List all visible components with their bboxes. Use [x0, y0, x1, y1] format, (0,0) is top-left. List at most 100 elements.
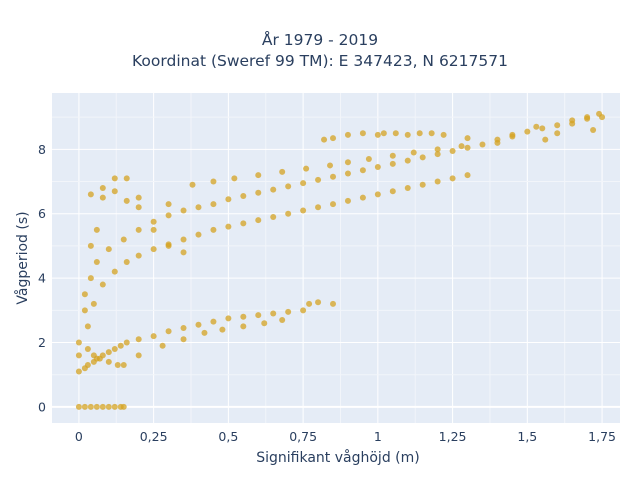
data-point — [389, 152, 396, 159]
data-point — [554, 122, 561, 129]
data-point — [419, 181, 426, 188]
data-point — [240, 220, 247, 227]
data-point — [285, 183, 292, 190]
data-point — [380, 130, 387, 137]
data-point — [330, 201, 337, 208]
data-point — [81, 307, 88, 314]
data-point — [410, 149, 417, 156]
data-point — [404, 184, 411, 191]
data-point — [449, 147, 456, 154]
data-point — [87, 242, 94, 249]
data-point — [539, 125, 546, 132]
data-point — [321, 136, 328, 143]
data-point — [99, 184, 106, 191]
data-point — [75, 403, 82, 410]
data-point — [189, 181, 196, 188]
data-point — [279, 168, 286, 175]
y-tick-labels: 0 2 4 6 8 — [38, 142, 46, 415]
data-point — [344, 159, 351, 166]
data-point — [554, 130, 561, 137]
data-point — [99, 194, 106, 201]
data-point — [150, 218, 157, 225]
y-axis-title: Vågperiod (s) — [14, 211, 31, 304]
x-tick-label: 0 — [75, 429, 83, 444]
data-point — [105, 246, 112, 253]
data-point — [105, 403, 112, 410]
data-point — [255, 172, 262, 179]
data-point — [590, 127, 597, 134]
data-point — [111, 268, 118, 275]
data-point — [135, 352, 142, 359]
data-point — [434, 151, 441, 158]
data-point — [120, 236, 127, 243]
y-tick-label: 8 — [38, 142, 46, 157]
data-point — [123, 259, 130, 266]
data-point — [240, 313, 247, 320]
gridlines — [52, 93, 620, 423]
data-point — [180, 325, 187, 332]
data-point — [135, 194, 142, 201]
y-tick-label: 0 — [38, 399, 46, 414]
data-point — [440, 131, 447, 138]
x-axis-title: Signifikant våghöjd (m) — [256, 449, 419, 466]
data-point — [84, 345, 91, 352]
data-point — [180, 207, 187, 214]
data-point — [255, 217, 262, 224]
data-point — [359, 130, 366, 137]
data-point — [261, 320, 268, 327]
data-point — [255, 189, 262, 196]
data-point — [479, 141, 486, 148]
data-point — [150, 333, 157, 340]
data-point — [210, 178, 217, 185]
data-point — [87, 191, 94, 198]
data-point — [419, 154, 426, 161]
data-point — [195, 231, 202, 238]
x-tick-label: 1 — [374, 429, 382, 444]
data-point — [93, 226, 100, 233]
data-point — [255, 312, 262, 319]
data-point — [327, 162, 334, 169]
y-tick-label: 2 — [38, 335, 46, 350]
x-tick-label: 1,5 — [517, 429, 537, 444]
data-point — [120, 403, 127, 410]
data-point — [434, 178, 441, 185]
y-tick-label: 4 — [38, 271, 46, 286]
data-point — [300, 207, 307, 214]
data-point — [330, 173, 337, 180]
data-point — [111, 188, 118, 195]
data-point — [542, 136, 549, 143]
data-point — [93, 259, 100, 266]
data-point — [300, 307, 307, 314]
x-tick-label: 1,75 — [588, 429, 616, 444]
data-point — [180, 249, 187, 256]
data-point — [210, 318, 217, 325]
data-point — [315, 299, 322, 306]
data-point — [135, 204, 142, 211]
data-point — [123, 197, 130, 204]
data-point — [315, 176, 322, 183]
data-point — [524, 128, 531, 135]
data-point — [123, 339, 130, 346]
data-point — [584, 114, 591, 121]
data-point — [306, 300, 313, 307]
data-point — [90, 300, 97, 307]
data-point — [180, 236, 187, 243]
data-point — [84, 362, 91, 369]
data-point — [449, 175, 456, 182]
data-point — [404, 157, 411, 164]
data-point — [84, 323, 91, 330]
x-tick-label: 1,25 — [439, 429, 467, 444]
data-point — [165, 242, 172, 249]
data-point — [344, 170, 351, 177]
data-point — [240, 193, 247, 200]
data-point — [434, 146, 441, 153]
data-point — [123, 175, 130, 182]
data-point — [150, 226, 157, 233]
data-point — [165, 212, 172, 219]
data-point — [404, 131, 411, 138]
data-point — [392, 130, 399, 137]
chart-title: År 1979 - 2019 — [261, 31, 379, 49]
data-point — [111, 403, 118, 410]
data-point — [303, 165, 310, 172]
